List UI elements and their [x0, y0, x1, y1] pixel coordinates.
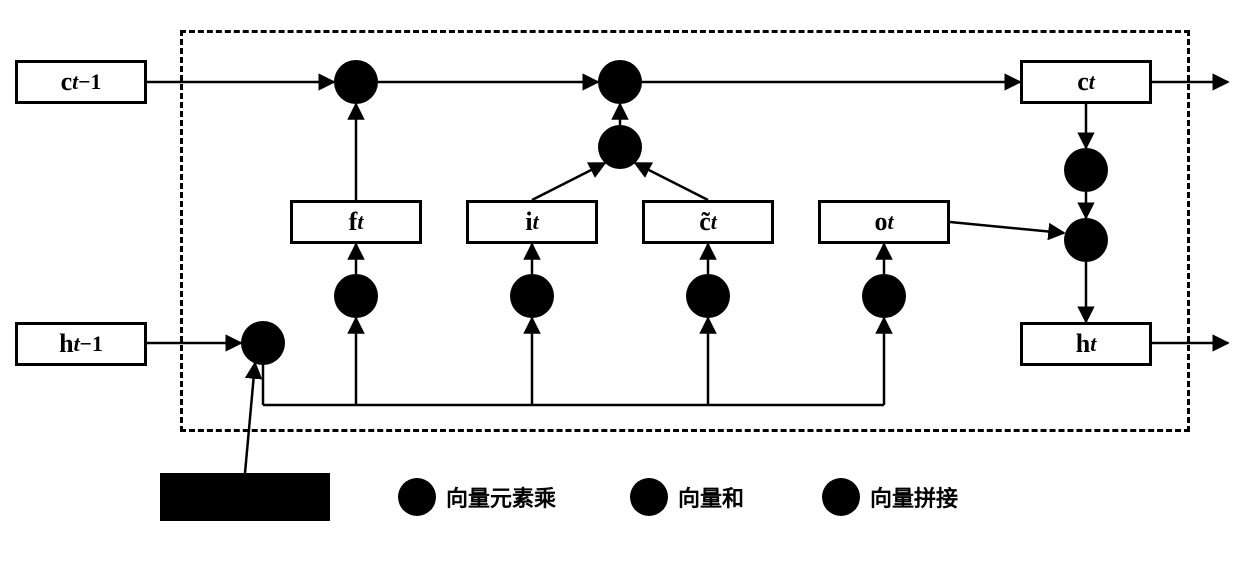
input-box: [160, 473, 330, 521]
node-c_tilde: c̃t: [642, 200, 774, 244]
legend-item-0: 向量元素乘: [398, 478, 556, 516]
op-pre_f: [334, 274, 378, 318]
op-sum_c: [598, 60, 642, 104]
node-c_t: ct: [1020, 60, 1152, 104]
op-pre_ct: [686, 274, 730, 318]
legend-item-1: 向量和: [630, 478, 744, 516]
legend-label: 向量拼接: [870, 481, 958, 513]
node-h_t: ht: [1020, 322, 1152, 366]
op-mult_ic: [598, 125, 642, 169]
node-o_t: ot: [818, 200, 950, 244]
node-h_prev: ht−1: [15, 322, 147, 366]
op-concat: [241, 321, 285, 365]
legend-circle-icon: [822, 478, 860, 516]
lstm-diagram: ct−1 ht−1 ftit c̃t ot ct ht 向量元素乘 向量和 向量拼接: [0, 0, 1240, 567]
op-mult_f: [334, 60, 378, 104]
op-mult_oh: [1064, 218, 1108, 262]
node-c_prev: ct−1: [15, 60, 147, 104]
op-pre_i: [510, 274, 554, 318]
legend-label: 向量元素乘: [446, 481, 556, 513]
legend-item-2: 向量拼接: [822, 478, 958, 516]
op-tanh_ct: [1064, 148, 1108, 192]
legend-circle-icon: [630, 478, 668, 516]
node-i_t: it: [466, 200, 598, 244]
node-f_t: ft: [290, 200, 422, 244]
legend-circle-icon: [398, 478, 436, 516]
legend-label: 向量和: [678, 481, 744, 513]
op-pre_o: [862, 274, 906, 318]
